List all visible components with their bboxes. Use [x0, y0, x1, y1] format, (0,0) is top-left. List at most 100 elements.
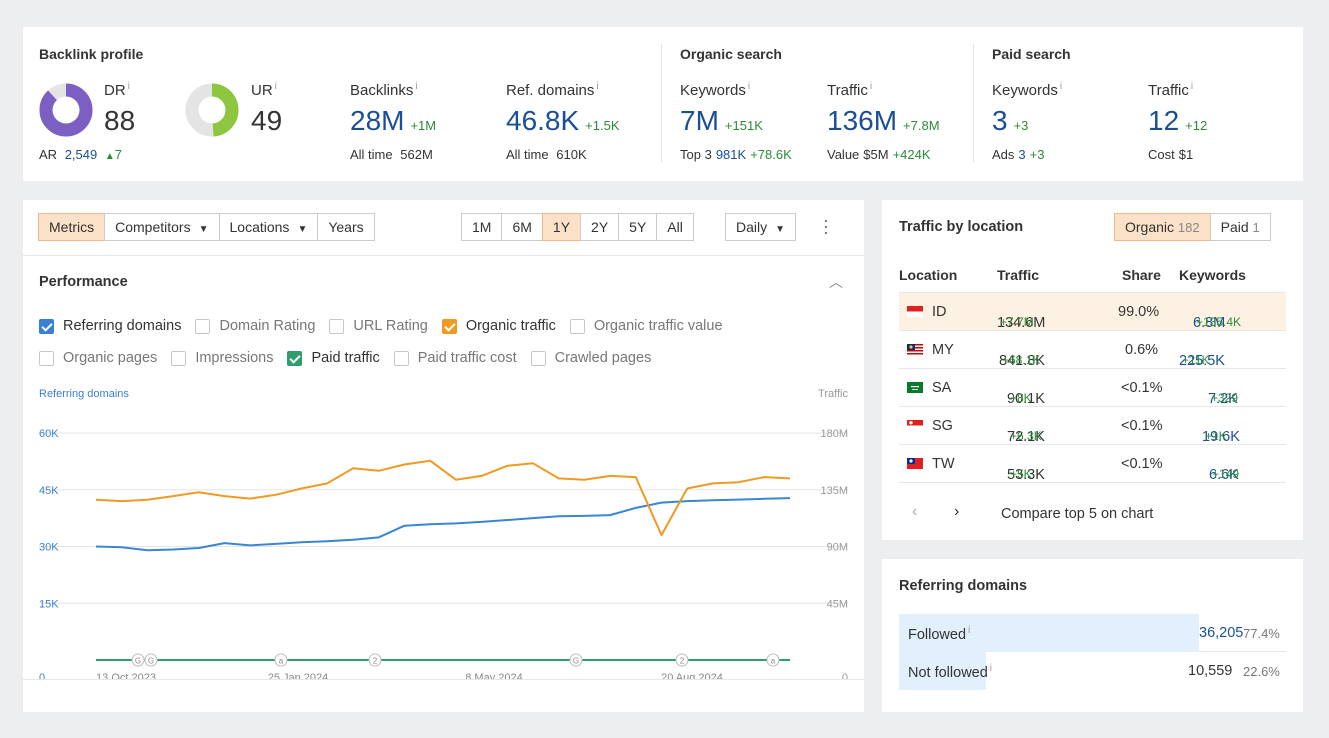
info-icon[interactable]: i: [989, 663, 993, 674]
organic-keywords-value[interactable]: 7M +151K: [680, 105, 763, 136]
tab-metrics[interactable]: Metrics: [38, 213, 106, 241]
collapse-chevron-icon[interactable]: ︿: [829, 274, 843, 290]
left-tick-label: 45K: [39, 485, 59, 497]
organic-keywords-label[interactable]: Keywords i: [680, 81, 751, 99]
performance-chart[interactable]: Referring domains Traffic 0 0 15K 45M 30K 90M 45…: [23, 380, 864, 680]
divider: [23, 679, 864, 680]
performance-card: Metrics Competitors ▼ Locations ▼ Years 1M…: [23, 200, 864, 712]
checkbox[interactable]: [39, 350, 54, 366]
toggle-organic-traffic-value[interactable]: Organic traffic value: [569, 318, 723, 334]
info-icon[interactable]: i: [869, 81, 873, 92]
checkbox[interactable]: [287, 350, 303, 366]
toggle-referring-domains[interactable]: Referring domains: [39, 318, 181, 334]
x-tick-label: 20 Aug 2024: [661, 672, 723, 680]
col-keywords[interactable]: Keywords: [1179, 267, 1246, 283]
followed-row[interactable]: Followed i 36,205 77.4%: [899, 614, 1286, 652]
checkbox[interactable]: [39, 318, 54, 334]
col-location[interactable]: Location: [899, 267, 958, 283]
not-followed-row[interactable]: Not followed i 10,559 22.6%: [899, 652, 1286, 690]
paid-keywords-value[interactable]: 3 +3: [992, 105, 1029, 136]
tab-years[interactable]: Years: [317, 213, 375, 241]
x-tick-label: 13 Oct 2023: [96, 672, 156, 680]
info-icon[interactable]: i: [968, 625, 971, 636]
right-tick-label: 135M: [820, 485, 848, 497]
toggle-organic-traffic[interactable]: Organic traffic: [441, 318, 556, 334]
table-row[interactable]: TW 53.3K +5K <0.1% 6.6K +149: [899, 444, 1286, 483]
annotation-marker[interactable]: 2: [675, 653, 689, 667]
table-row[interactable]: ID 134.6M +7.7M 99.0% 6.8M +135.4K: [899, 292, 1286, 331]
ref-domains-label[interactable]: Ref. domains i: [506, 81, 599, 99]
more-menu-icon[interactable]: · · ·: [823, 210, 829, 242]
tab-locations[interactable]: Locations ▼: [218, 213, 319, 241]
table-row[interactable]: SG 72.1K +6.3K <0.1% 19.6K +1K: [899, 406, 1286, 445]
toggle-paid-traffic-cost[interactable]: Paid traffic cost: [393, 350, 517, 366]
info-icon[interactable]: i: [596, 81, 599, 92]
ref-domains-alltime: All time 610K: [506, 147, 587, 162]
referring-domains-card: Referring domains Followed i 36,205 77.4%…: [882, 559, 1303, 712]
backlinks-value[interactable]: 28M +1M: [350, 105, 437, 136]
checkbox[interactable]: [329, 318, 345, 334]
paid-traffic-value[interactable]: 12 +12: [1148, 105, 1208, 136]
paid-cost: Cost $1: [1148, 147, 1194, 162]
col-share[interactable]: Share: [1122, 267, 1161, 283]
checkbox[interactable]: [569, 318, 585, 334]
table-row[interactable]: MY 841.8K +68.1K 0.6% 225.5K +11K: [899, 330, 1286, 369]
toggle-crawled-pages[interactable]: Crawled pages: [530, 350, 651, 366]
x-tick-label: 8 May 2024: [465, 672, 522, 680]
range-1y[interactable]: 1Y: [541, 213, 582, 241]
checkbox[interactable]: [393, 350, 409, 366]
range-all[interactable]: All: [656, 213, 694, 241]
checkbox[interactable]: [171, 350, 187, 366]
ar-delta: ▲7: [104, 147, 122, 162]
info-icon[interactable]: i: [127, 81, 130, 92]
toggle-domain-rating[interactable]: Domain Rating: [195, 318, 315, 334]
flag-sg-icon: [907, 420, 923, 431]
range-2y[interactable]: 2Y: [580, 213, 620, 241]
col-traffic[interactable]: Traffic: [997, 267, 1040, 283]
checkbox[interactable]: [530, 350, 546, 366]
range-6m[interactable]: 6M: [501, 213, 543, 241]
info-icon[interactable]: i: [747, 81, 751, 92]
checkbox[interactable]: [441, 318, 457, 334]
ref-domains-value[interactable]: 46.8K +1.5K: [506, 105, 620, 136]
annotation-marker[interactable]: G: [131, 653, 145, 667]
chevron-left-icon[interactable]: ‹: [912, 503, 918, 520]
info-icon[interactable]: i: [415, 81, 418, 92]
backlinks-alltime: All time 562M: [350, 147, 433, 162]
toggle-organic-pages[interactable]: Organic pages: [39, 350, 157, 366]
annotation-marker[interactable]: G: [569, 653, 583, 667]
table-row[interactable]: SA 90.1K +8K <0.1% 7.2K +329: [899, 368, 1286, 407]
compare-top5-link[interactable]: Compare top 5 on chart: [1001, 506, 1154, 522]
toggle-impressions[interactable]: Impressions: [171, 350, 273, 366]
checkbox[interactable]: [195, 318, 211, 334]
info-icon[interactable]: i: [274, 81, 277, 92]
annotation-marker[interactable]: a: [766, 653, 780, 667]
ar-value[interactable]: 2,549: [64, 147, 98, 162]
caret-down-icon: ▼: [297, 224, 308, 235]
dr-label[interactable]: DR i: [104, 81, 130, 99]
svg-text:2: 2: [680, 657, 685, 666]
annotation-marker[interactable]: a: [274, 653, 288, 667]
tab-organic[interactable]: Organic 182: [1114, 213, 1211, 241]
view-tabs: Metrics Competitors ▼ Locations ▼ Years: [38, 213, 375, 241]
backlinks-label[interactable]: Backlinks i: [350, 81, 418, 99]
svg-text:a: a: [771, 657, 776, 666]
tab-competitors[interactable]: Competitors ▼: [104, 213, 220, 241]
info-icon[interactable]: i: [1190, 81, 1194, 92]
annotation-marker[interactable]: 2: [368, 653, 382, 667]
organic-traffic-label[interactable]: Traffic i: [827, 81, 873, 99]
paid-keywords-label[interactable]: Keywords i: [992, 81, 1063, 99]
chevron-right-icon[interactable]: ›: [954, 503, 960, 520]
granularity-dropdown[interactable]: Daily ▼: [725, 213, 797, 241]
ur-label[interactable]: UR i: [251, 81, 277, 99]
range-1m[interactable]: 1M: [461, 213, 503, 241]
toggle-paid-traffic[interactable]: Paid traffic: [287, 350, 380, 366]
tab-paid[interactable]: Paid 1: [1209, 213, 1271, 241]
organic-traffic-value[interactable]: 136M +7.8M: [827, 105, 940, 136]
range-5y[interactable]: 5Y: [618, 213, 658, 241]
info-icon[interactable]: i: [1059, 81, 1063, 92]
right-axis-label: Traffic: [818, 388, 848, 400]
annotation-marker[interactable]: G: [144, 653, 158, 667]
paid-traffic-label[interactable]: Traffic i: [1148, 81, 1194, 99]
toggle-url-rating[interactable]: URL Rating: [329, 318, 428, 334]
